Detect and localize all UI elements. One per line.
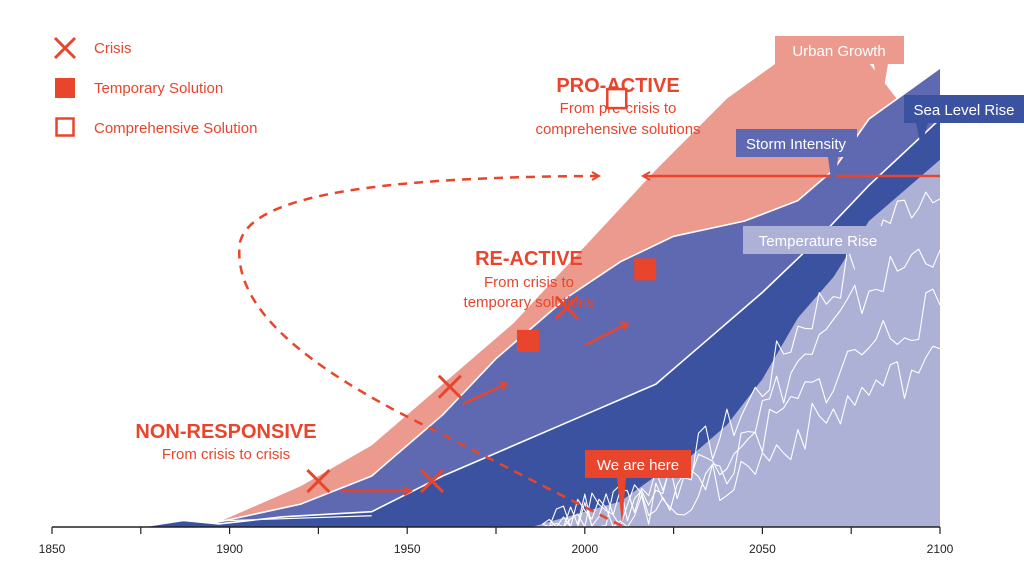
legend-label-comprehensive: Comprehensive Solution: [94, 120, 257, 137]
callout-sea-level-rise: Sea Level Rise: [904, 95, 1024, 147]
crisis-marker-3: [437, 374, 462, 399]
area-temperature-rise: [531, 159, 940, 528]
crisis-stroke-b: [554, 295, 580, 320]
stage-subtitle-re-active-1: From crisis to: [484, 274, 574, 291]
crisis-stroke-b: [437, 374, 462, 399]
stage-subtitle-re-active-2: temporary solutions: [464, 294, 595, 311]
comprehensive-solution-marker-7: [606, 87, 628, 110]
legend: Crisis Temporary Solution Comprehensive …: [53, 36, 257, 137]
cross-icon: [53, 36, 77, 60]
temporary-solution-marker-6: [634, 258, 657, 281]
arrow-crisis-to-temporary-2: [584, 324, 627, 347]
callout-label-we-are-here: We are here: [597, 457, 679, 474]
stage-title-non-responsive: NON-RESPONSIVE: [135, 421, 316, 443]
legend-label-temporary: Temporary Solution: [94, 80, 223, 97]
stage-title-re-active: RE-ACTIVE: [475, 248, 583, 270]
crisis-stroke-b: [420, 469, 445, 494]
temperature-noise-line-3: [541, 288, 941, 528]
stage-subtitle-pro-active-2: comprehensive solutions: [535, 121, 700, 138]
temperature-noise-line-4: [542, 345, 941, 528]
legend-label-crisis: Crisis: [94, 40, 132, 57]
feedback-loop-dashed: [238, 176, 623, 528]
line-storm-intensity: [218, 67, 941, 523]
callout-urban-growth: Urban Growth: [775, 36, 904, 110]
stage-title-pro-active: PRO-ACTIVE: [556, 75, 679, 97]
arrow-crisis-to-temporary-1: [462, 384, 506, 406]
markers-layer: [306, 87, 657, 494]
line-sea-level-early: [218, 515, 372, 522]
callout-storm-intensity: Storm Intensity: [736, 129, 857, 203]
x-tick-label-1950: 1950: [394, 542, 421, 556]
crisis-stroke-b: [306, 469, 331, 494]
callout-label-sea-level-rise: Sea Level Rise: [914, 102, 1015, 119]
x-tick-label-2000: 2000: [571, 542, 598, 556]
x-tick-label-2050: 2050: [749, 542, 776, 556]
stage-subtitle-non-responsive: From crisis to crisis: [162, 446, 290, 463]
callout-label-urban-growth: Urban Growth: [792, 43, 885, 60]
callout-label-temperature-rise: Temperature Rise: [759, 233, 877, 250]
temporary-solution-marker-4: [516, 329, 539, 352]
x-axis: 1850 1900 1950 2000 2050 2100: [39, 526, 954, 556]
hollow-square-icon: [55, 117, 75, 137]
callout-label-storm-intensity: Storm Intensity: [746, 136, 847, 153]
callout-we-are-here: We are here: [585, 450, 691, 524]
x-tick-label-1850: 1850: [39, 542, 66, 556]
crisis-marker-1: [306, 469, 331, 494]
flow-arrows: [238, 176, 940, 528]
x-tick-label-2100: 2100: [927, 542, 954, 556]
filled-square-icon: [55, 78, 75, 98]
x-tick-label-1900: 1900: [216, 542, 243, 556]
crisis-marker-5: [554, 295, 580, 320]
crisis-marker-2: [420, 469, 445, 494]
callout-temperature-rise: Temperature Rise: [743, 226, 893, 298]
